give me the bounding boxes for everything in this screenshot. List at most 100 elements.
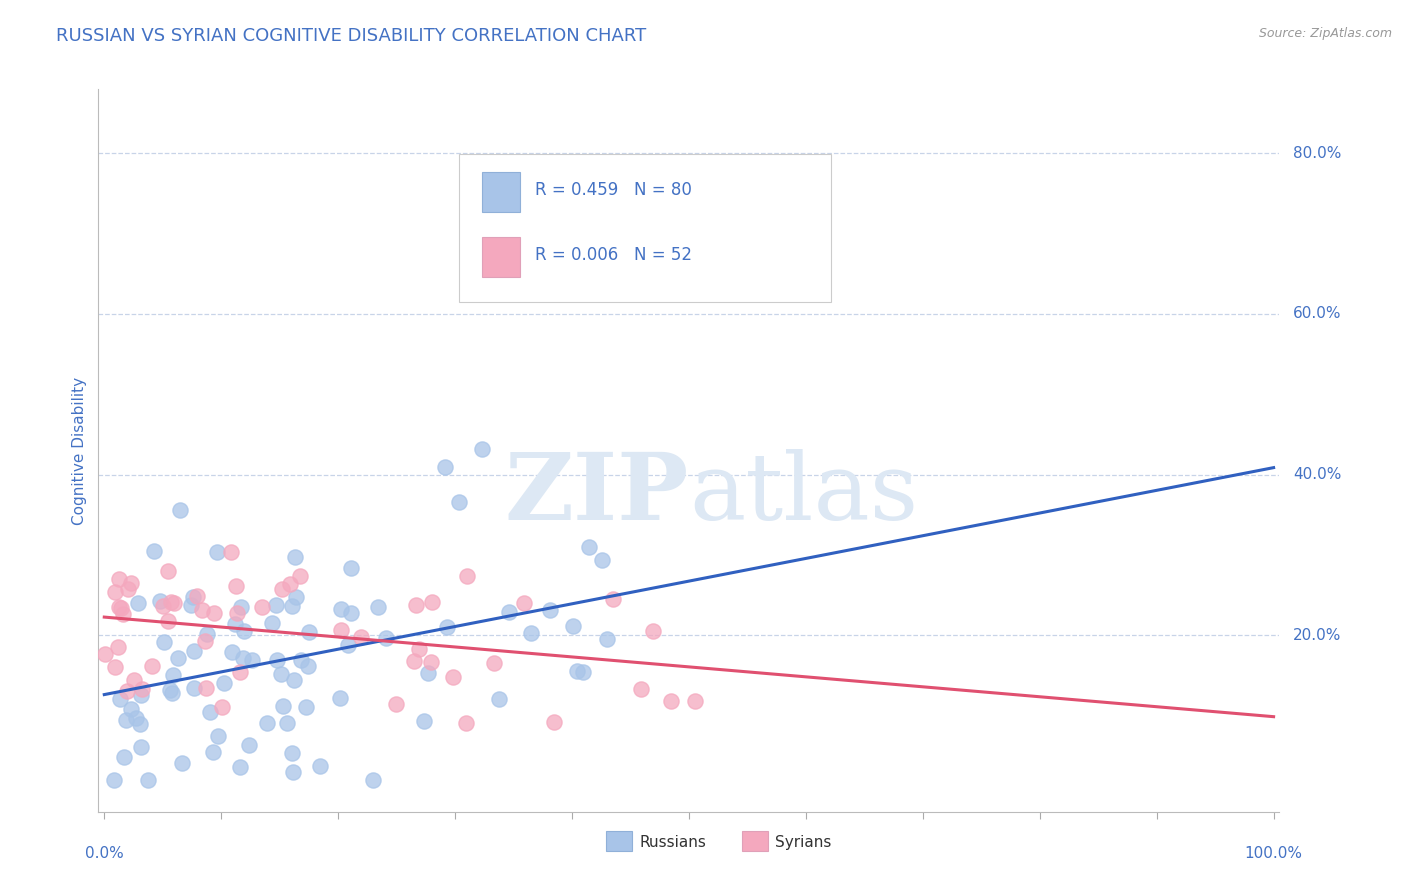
- Point: [125, 711, 148, 725]
- Point: [131, 689, 153, 703]
- Point: [120, 702, 142, 716]
- Point: [162, 668, 184, 682]
- Point: [336, 638, 359, 652]
- Point: [513, 597, 536, 611]
- Point: [295, 699, 318, 714]
- Point: [330, 602, 353, 616]
- FancyBboxPatch shape: [482, 172, 520, 212]
- Point: [229, 599, 252, 614]
- Text: 0.0%: 0.0%: [84, 847, 124, 862]
- Point: [143, 544, 166, 558]
- Point: [107, 640, 129, 654]
- Point: [543, 715, 565, 730]
- Point: [238, 738, 260, 752]
- Point: [283, 764, 305, 779]
- Point: [152, 599, 174, 614]
- Point: [436, 619, 458, 633]
- Point: [350, 630, 373, 644]
- Point: [172, 756, 194, 770]
- Text: 100.0%: 100.0%: [1244, 847, 1302, 862]
- Point: [127, 596, 149, 610]
- Text: R = 0.459   N = 80: R = 0.459 N = 80: [536, 181, 692, 199]
- Text: ZIP: ZIP: [505, 449, 689, 539]
- Point: [136, 772, 159, 787]
- Point: [498, 605, 520, 619]
- Point: [250, 600, 273, 615]
- Point: [195, 681, 218, 695]
- Point: [152, 635, 174, 649]
- Point: [104, 659, 127, 673]
- Text: 80.0%: 80.0%: [1294, 146, 1341, 161]
- Point: [408, 642, 430, 657]
- Point: [181, 590, 204, 604]
- Point: [221, 545, 243, 559]
- Point: [471, 442, 494, 456]
- Point: [207, 729, 229, 743]
- Point: [456, 715, 478, 730]
- Point: [232, 651, 254, 665]
- Point: [270, 667, 292, 681]
- Point: [186, 589, 208, 603]
- Point: [129, 739, 152, 754]
- Point: [447, 495, 470, 509]
- Point: [488, 692, 510, 706]
- Point: [163, 596, 186, 610]
- Point: [441, 670, 464, 684]
- Point: [273, 698, 295, 713]
- Point: [229, 665, 252, 679]
- Point: [484, 657, 506, 671]
- Point: [266, 653, 288, 667]
- FancyBboxPatch shape: [742, 831, 768, 852]
- Point: [225, 579, 247, 593]
- Point: [114, 750, 136, 764]
- Point: [94, 647, 117, 661]
- Text: 60.0%: 60.0%: [1294, 307, 1341, 321]
- Point: [290, 569, 312, 583]
- Point: [183, 644, 205, 658]
- Point: [159, 683, 181, 698]
- Point: [283, 673, 305, 688]
- Point: [212, 675, 235, 690]
- Point: [572, 665, 595, 679]
- Point: [240, 652, 263, 666]
- Point: [520, 626, 543, 640]
- Point: [117, 684, 139, 698]
- Point: [167, 650, 190, 665]
- Text: atlas: atlas: [689, 449, 918, 539]
- Point: [456, 569, 478, 583]
- Point: [278, 576, 301, 591]
- Point: [340, 560, 363, 574]
- Point: [108, 691, 131, 706]
- Point: [420, 655, 443, 669]
- Point: [229, 760, 252, 774]
- Point: [339, 606, 361, 620]
- Point: [266, 598, 288, 612]
- Point: [384, 697, 406, 711]
- Point: [402, 654, 425, 668]
- Point: [367, 599, 389, 614]
- Point: [578, 540, 600, 554]
- Point: [233, 624, 256, 639]
- Point: [630, 681, 652, 696]
- Point: [276, 716, 298, 731]
- Point: [108, 572, 131, 586]
- Point: [115, 713, 138, 727]
- Text: Russians: Russians: [640, 835, 706, 849]
- Point: [412, 714, 434, 729]
- Point: [149, 593, 172, 607]
- Point: [297, 658, 319, 673]
- Point: [108, 600, 131, 615]
- Point: [221, 645, 243, 659]
- Point: [156, 614, 179, 628]
- Point: [659, 693, 682, 707]
- Point: [361, 772, 384, 787]
- Point: [284, 549, 307, 564]
- Point: [211, 699, 233, 714]
- Point: [110, 601, 132, 615]
- FancyBboxPatch shape: [606, 831, 633, 852]
- Point: [201, 745, 224, 759]
- Point: [330, 623, 353, 637]
- Point: [169, 503, 191, 517]
- Point: [205, 545, 228, 559]
- Point: [641, 624, 664, 639]
